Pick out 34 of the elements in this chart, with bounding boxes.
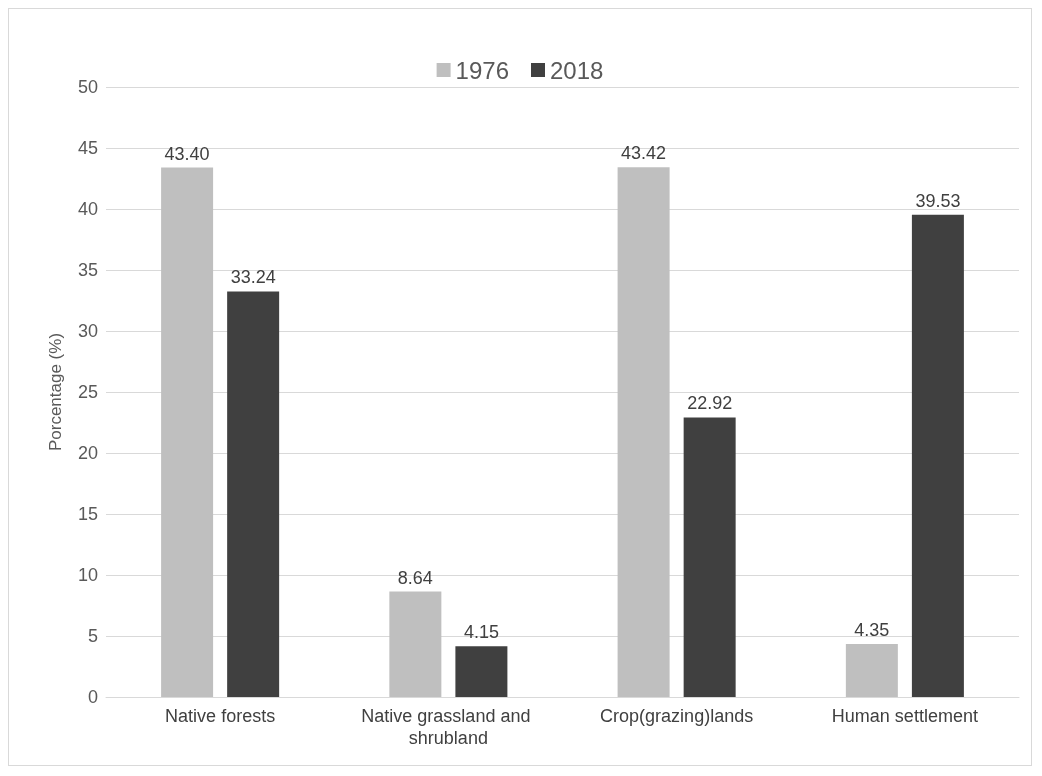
y-tick-label: 5 bbox=[87, 626, 98, 646]
x-tick-label: Native forests bbox=[165, 706, 276, 726]
data-label: 43.40 bbox=[164, 143, 210, 164]
y-tick-label: 0 bbox=[87, 687, 98, 707]
y-tick-label: 45 bbox=[77, 138, 98, 158]
bar bbox=[845, 643, 898, 697]
y-tick-label: 25 bbox=[77, 382, 98, 402]
y-tick-label: 30 bbox=[77, 321, 98, 341]
x-tick-label: Crop(grazing)lands bbox=[600, 706, 754, 726]
bar bbox=[911, 214, 964, 697]
data-label: 4.15 bbox=[463, 622, 499, 643]
data-label: 8.64 bbox=[397, 567, 433, 588]
y-tick-label: 35 bbox=[77, 260, 98, 280]
data-label: 33.24 bbox=[230, 267, 276, 288]
bar bbox=[683, 417, 736, 697]
bar bbox=[227, 291, 280, 697]
y-tick-label: 15 bbox=[77, 504, 98, 524]
data-label: 4.35 bbox=[854, 619, 890, 640]
legend-label: 1976 bbox=[455, 56, 509, 84]
data-label: 43.42 bbox=[621, 143, 667, 164]
data-label: 39.53 bbox=[915, 190, 961, 211]
y-tick-label: 50 bbox=[77, 77, 98, 97]
y-axis-title: Porcentage (%) bbox=[46, 332, 65, 452]
y-tick-label: 20 bbox=[77, 443, 98, 463]
data-label: 22.92 bbox=[687, 393, 733, 414]
bar bbox=[389, 591, 442, 697]
x-tick-label: Human settlement bbox=[831, 706, 978, 726]
legend-label: 2018 bbox=[550, 56, 604, 84]
bar bbox=[617, 167, 670, 697]
x-tick-label: Native grassland and shrubland bbox=[361, 706, 536, 748]
y-tick-label: 40 bbox=[77, 199, 98, 219]
bar bbox=[161, 167, 214, 697]
y-tick-label: 10 bbox=[77, 565, 98, 585]
bar bbox=[455, 646, 508, 697]
